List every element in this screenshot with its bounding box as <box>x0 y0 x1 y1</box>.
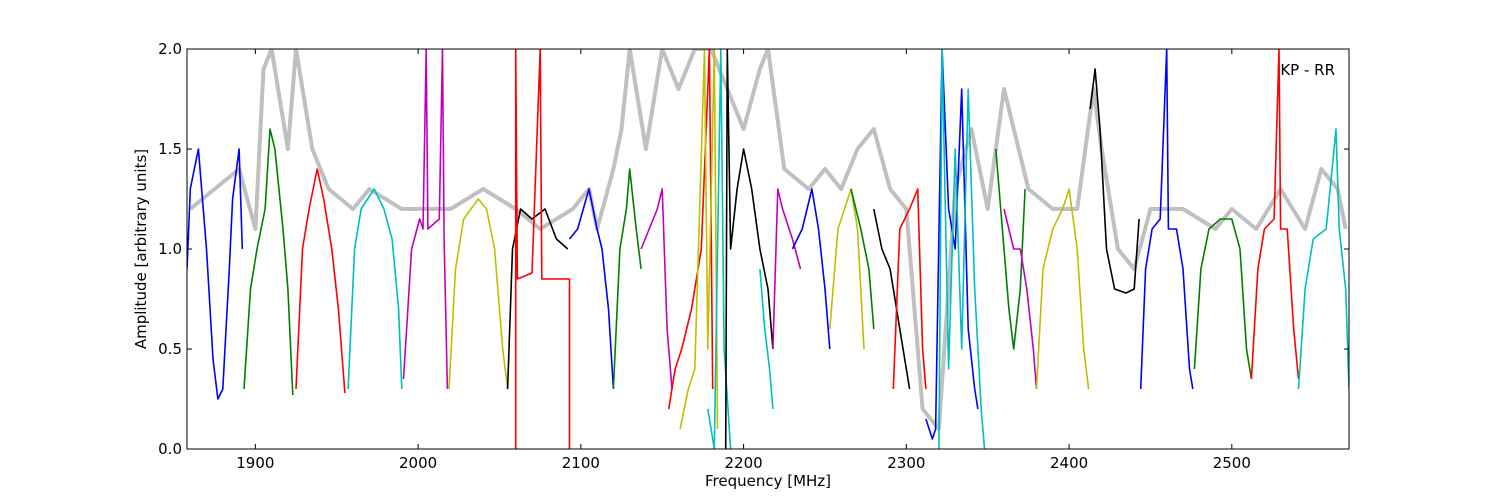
series-line-8 <box>514 49 571 449</box>
x-tick-label: 2000 <box>399 454 437 472</box>
series-line-20 <box>850 188 875 330</box>
series-line-11 <box>640 188 673 390</box>
x-tick-label: 2200 <box>724 454 762 472</box>
y-tick-label: 0.5 <box>158 340 182 358</box>
series-line-31 <box>1250 49 1300 380</box>
series-line-6 <box>448 198 509 390</box>
x-tick-label: 2100 <box>562 454 600 472</box>
series-line-5 <box>402 49 449 390</box>
y-tick-label: 1.0 <box>158 240 182 258</box>
series-line-21 <box>873 208 911 390</box>
series-line-4 <box>347 188 403 390</box>
series-line-18 <box>791 188 831 350</box>
station-annotation: KP - RR <box>1280 61 1335 79</box>
series-line-24 <box>938 49 986 449</box>
series-line-9 <box>568 188 615 390</box>
series-line-3 <box>295 168 346 394</box>
series-line-23 <box>925 49 979 440</box>
y-axis: 0.0 0.5 1.0 1.5 2.0 <box>158 40 1349 458</box>
series-layer <box>187 49 1349 449</box>
series-line-2 <box>243 128 294 396</box>
y-tick-label: 1.5 <box>158 140 182 158</box>
series-line-1 <box>187 148 244 400</box>
series-line-22 <box>892 188 927 390</box>
series-line-7 <box>506 208 569 390</box>
x-axis-label: Frequency [MHz] <box>705 472 831 490</box>
series-line-12 <box>667 49 714 410</box>
plot-frame <box>186 48 1350 450</box>
x-tick-label: 2500 <box>1213 454 1251 472</box>
x-axis: 1900 2000 2100 2200 2300 2400 2500 <box>236 49 1251 472</box>
series-line-32 <box>1297 128 1349 390</box>
series-line-13 <box>679 49 719 430</box>
x-tick-label: 2300 <box>887 454 925 472</box>
series-line-17 <box>772 188 802 350</box>
series-line-26 <box>1003 208 1038 390</box>
x-tick-label: 1900 <box>236 454 274 472</box>
x-tick-label: 2400 <box>1050 454 1088 472</box>
background-spectrum-layer <box>189 49 1348 431</box>
y-tick-label: 0.0 <box>158 440 182 458</box>
background-spectrum-line <box>189 49 1348 431</box>
series-line-10 <box>612 168 642 390</box>
y-axis-label: Amplitude [arbitrary units] <box>132 149 150 349</box>
series-line-16 <box>759 268 774 410</box>
series-line-28 <box>1089 68 1140 294</box>
series-line-15 <box>724 49 774 449</box>
series-line-27 <box>1035 188 1090 390</box>
series-line-29 <box>1139 49 1194 390</box>
y-tick-label: 2.0 <box>158 40 182 58</box>
series-line-30 <box>1193 218 1253 380</box>
series-line-25 <box>995 148 1026 350</box>
series-line-19 <box>829 188 865 350</box>
